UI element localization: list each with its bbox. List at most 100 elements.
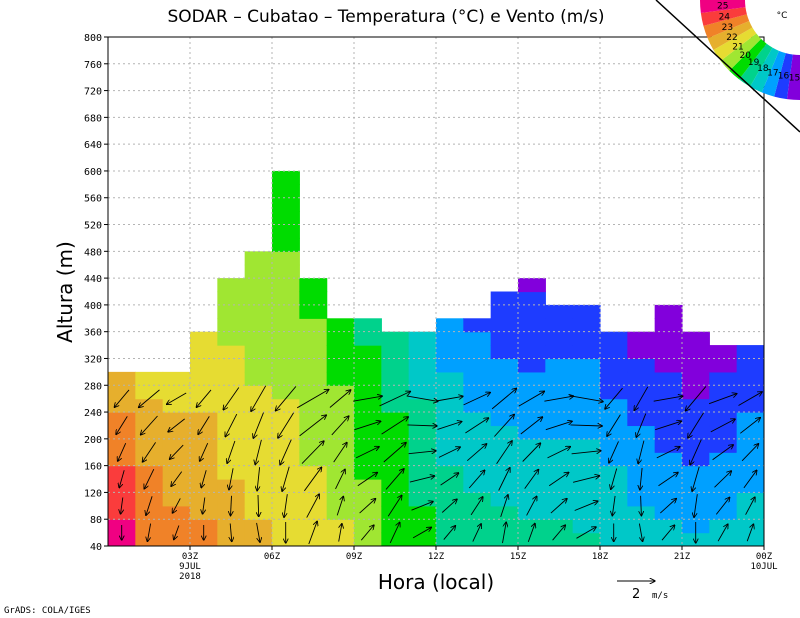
temp-cell bbox=[600, 358, 628, 373]
temp-cell bbox=[436, 358, 464, 373]
wind-arrow bbox=[467, 444, 486, 462]
temp-cell bbox=[381, 532, 410, 546]
temp-cell bbox=[408, 412, 437, 427]
temp-cell bbox=[326, 331, 355, 346]
temp-cell bbox=[709, 438, 738, 453]
legend-swatch bbox=[703, 14, 750, 39]
temp-cell bbox=[572, 505, 601, 520]
temp-cell bbox=[736, 532, 764, 546]
temp-cell bbox=[436, 532, 464, 546]
y-tick-label: 600 bbox=[84, 167, 102, 178]
temp-cell bbox=[463, 358, 492, 373]
temp-cell bbox=[272, 492, 300, 507]
y-tick-label: 680 bbox=[84, 113, 102, 124]
temp-cell bbox=[272, 505, 300, 520]
x-axis-label: Hora (local) bbox=[378, 570, 494, 594]
wind-arrow bbox=[714, 471, 732, 488]
temp-cell bbox=[299, 371, 328, 386]
temp-cell bbox=[545, 452, 574, 467]
wind-arrow bbox=[253, 412, 264, 439]
temp-cell bbox=[627, 412, 656, 427]
temp-cell bbox=[108, 438, 136, 453]
temp-cell bbox=[436, 331, 464, 346]
wind-arrow bbox=[738, 392, 763, 406]
credit-text: GrADS: COLA/IGES bbox=[4, 606, 91, 616]
wind-arrow bbox=[437, 422, 462, 430]
temp-cell bbox=[217, 398, 246, 413]
temp-cell bbox=[654, 304, 683, 319]
temp-cell bbox=[518, 371, 546, 386]
temp-cell bbox=[436, 371, 464, 386]
temp-cell bbox=[162, 385, 191, 400]
temp-cell bbox=[408, 519, 437, 534]
wind-arrow bbox=[518, 391, 545, 407]
wind-arrow bbox=[284, 494, 288, 517]
temp-cell bbox=[490, 465, 519, 480]
temp-cell bbox=[217, 519, 246, 534]
temp-cell bbox=[135, 425, 164, 440]
temp-cell bbox=[545, 412, 574, 427]
legend-label: 20 bbox=[739, 51, 751, 61]
temp-cell bbox=[600, 505, 628, 520]
temp-cell bbox=[299, 452, 328, 467]
temp-cell bbox=[709, 492, 738, 507]
temp-cell bbox=[463, 452, 492, 467]
temp-cell bbox=[108, 398, 136, 413]
wind-arrow bbox=[225, 413, 238, 437]
temp-cell bbox=[463, 505, 492, 520]
temp-cell bbox=[463, 532, 492, 546]
wind-arrow bbox=[636, 413, 647, 438]
temp-cell bbox=[381, 465, 410, 480]
wind-reference: 2 m/s bbox=[617, 581, 668, 602]
temp-cell bbox=[545, 371, 574, 386]
temp-cell bbox=[408, 425, 437, 440]
temp-cell bbox=[627, 371, 656, 386]
temp-cell bbox=[381, 479, 410, 494]
x-tick-label: 21Z bbox=[674, 552, 691, 562]
temp-cell bbox=[490, 412, 519, 427]
temp-cell bbox=[326, 318, 355, 333]
temp-cell bbox=[627, 492, 656, 507]
wind-arrow bbox=[331, 416, 349, 436]
wind-arrow bbox=[231, 495, 232, 516]
temp-cell bbox=[490, 438, 519, 453]
wind-arrow bbox=[472, 524, 481, 542]
temp-cell bbox=[600, 412, 628, 427]
temp-cell bbox=[217, 358, 246, 373]
wind-arrow bbox=[634, 386, 649, 411]
temp-cell bbox=[436, 385, 464, 400]
wind-arrow bbox=[114, 389, 130, 408]
wind-arrow bbox=[412, 527, 431, 539]
temp-cell bbox=[654, 479, 683, 494]
wind-arrow bbox=[569, 395, 604, 402]
temp-cell bbox=[272, 278, 300, 293]
temp-cell bbox=[518, 291, 546, 306]
wind-arrow bbox=[308, 521, 317, 545]
x-tick-year: 2018 bbox=[179, 572, 201, 582]
temp-cell bbox=[436, 398, 464, 413]
temp-cell bbox=[654, 505, 683, 520]
temp-cell bbox=[490, 331, 519, 346]
wind-arrow bbox=[463, 392, 491, 406]
temp-cell bbox=[600, 425, 628, 440]
temp-cell bbox=[736, 385, 764, 400]
temp-cell bbox=[190, 438, 218, 453]
wind-arrow bbox=[167, 392, 187, 404]
temp-cell bbox=[408, 465, 437, 480]
wind-arrow bbox=[641, 495, 642, 516]
temp-cell bbox=[682, 371, 710, 386]
temp-cell bbox=[463, 465, 492, 480]
temp-cell bbox=[736, 479, 764, 494]
temp-cell bbox=[108, 505, 136, 520]
temp-cell bbox=[545, 479, 574, 494]
temp-cell bbox=[490, 358, 519, 373]
temp-cell bbox=[354, 345, 382, 360]
temp-cell bbox=[654, 425, 683, 440]
temp-cell bbox=[135, 452, 164, 467]
temp-cell bbox=[135, 479, 164, 494]
temp-cell bbox=[217, 304, 246, 319]
temp-cell bbox=[217, 452, 246, 467]
wind-arrow bbox=[198, 416, 210, 434]
